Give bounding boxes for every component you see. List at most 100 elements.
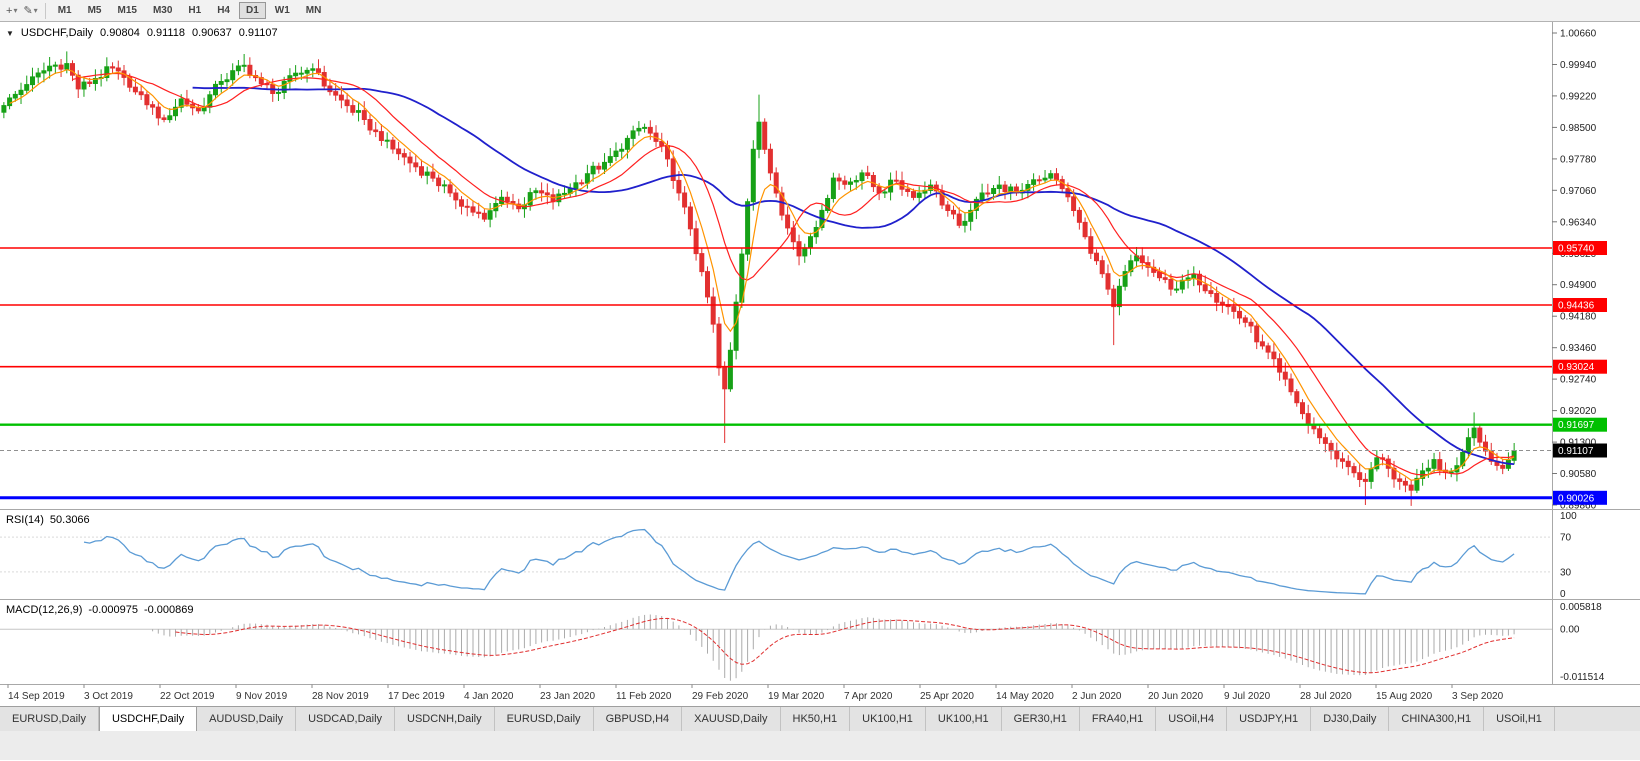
chart-tab-10-uk100[interactable]: UK100,H1 [925, 707, 1002, 731]
timeframe-m30-button[interactable]: M30 [146, 2, 179, 19]
date-axis: 14 Sep 2019 3 Oct 2019 22 Oct 2019 9 Nov 20… [7, 684, 1504, 702]
svg-text:0.94900: 0.94900 [1560, 280, 1597, 291]
rsi-indicator-label: RSI(14) 50.3066 [6, 514, 90, 526]
horizontal-lines-layer[interactable] [0, 247, 1552, 500]
chart-tab-1-usdchf[interactable]: USDCHF,Daily [98, 707, 198, 731]
svg-text:0.92020: 0.92020 [1560, 406, 1597, 417]
chart-tab-15-dj30[interactable]: DJ30,Daily [1311, 707, 1390, 731]
timeframe-m5-button[interactable]: M5 [81, 2, 109, 19]
draw-tool-icon[interactable]: ✎ ▾ [20, 4, 40, 17]
svg-text:30: 30 [1560, 567, 1572, 578]
chart-tab-13-usoil[interactable]: USOil,H4 [1156, 707, 1228, 731]
timeframe-d1-button[interactable]: D1 [239, 2, 266, 19]
svg-text:0.94436: 0.94436 [1558, 301, 1595, 312]
svg-text:14 Sep 2019: 14 Sep 2019 [8, 691, 65, 702]
price-label-0.91107 [1553, 443, 1607, 458]
macd-pane: 0.005818 0.00 -0.011514 [0, 602, 1605, 683]
svg-text:4 Jan 2020: 4 Jan 2020 [464, 691, 514, 702]
chart-tab-4-usdcnh[interactable]: USDCNH,Daily [395, 707, 495, 731]
svg-text:0.93460: 0.93460 [1560, 343, 1597, 354]
chart-tab-8-hk50[interactable]: HK50,H1 [780, 707, 851, 731]
chart-ohlc-info: ▼ USDCHF,Daily 0.90804 0.91118 0.90637 0… [6, 27, 278, 39]
price-label-0.93024 [1553, 359, 1607, 374]
chart-tab-14-usdjpy[interactable]: USDJPY,H1 [1227, 707, 1312, 731]
chart-tab-16-china300[interactable]: CHINA300,H1 [1389, 707, 1485, 731]
svg-text:0.95740: 0.95740 [1558, 244, 1595, 255]
svg-text:0.99220: 0.99220 [1560, 91, 1597, 102]
crosshair-tool-icon[interactable]: + ▾ [3, 5, 20, 17]
moving-averages-layer [9, 68, 1515, 481]
svg-text:0.98500: 0.98500 [1560, 123, 1597, 134]
svg-text:0.94180: 0.94180 [1560, 312, 1597, 323]
chevron-down-icon: ▾ [13, 6, 18, 15]
price-label-0.94436 [1553, 298, 1607, 312]
chart-tab-5-eurusd[interactable]: EURUSD,Daily [494, 707, 594, 731]
macd-indicator-label: MACD(12,26,9) -0.000975 -0.000869 [6, 604, 194, 616]
svg-text:23 Jan 2020: 23 Jan 2020 [540, 691, 595, 702]
chevron-down-icon: ▾ [33, 6, 38, 15]
status-area [0, 731, 1640, 760]
svg-text:25 Apr 2020: 25 Apr 2020 [920, 691, 974, 702]
chart-tab-2-audusd[interactable]: AUDUSD,Daily [197, 707, 297, 731]
ohlc-high: 0.91118 [146, 27, 185, 39]
chart-area[interactable]: 1.00660 0.99940 0.99220 0.98500 0.97780 0.970… [0, 22, 1640, 706]
rsi-pane: 100 70 30 0 [0, 511, 1577, 600]
svg-text:17 Dec 2019: 17 Dec 2019 [388, 691, 445, 702]
svg-text:-0.011514: -0.011514 [1560, 672, 1605, 683]
svg-text:0.91107: 0.91107 [1558, 446, 1594, 457]
chart-tab-3-usdcad[interactable]: USDCAD,Daily [296, 707, 396, 731]
rsi-value: 50.3066 [49, 514, 90, 526]
ohlc-close: 0.91107 [238, 27, 278, 39]
timeframe-h1-button[interactable]: H1 [181, 2, 208, 19]
chart-tab-6-gbpusd[interactable]: GBPUSD,H4 [593, 707, 683, 731]
svg-text:22 Oct 2019: 22 Oct 2019 [160, 691, 215, 702]
candles-layer [1, 51, 1517, 506]
timeframe-m1-button[interactable]: M1 [51, 2, 79, 19]
svg-text:0.90026: 0.90026 [1558, 493, 1595, 504]
svg-text:0: 0 [1560, 589, 1566, 600]
price-axis: 1.00660 0.99940 0.99220 0.98500 0.97780 0.970… [1552, 29, 1607, 512]
ohlc-low: 0.90637 [191, 27, 232, 39]
svg-text:28 Jul 2020: 28 Jul 2020 [1300, 691, 1352, 702]
svg-text:7 Apr 2020: 7 Apr 2020 [844, 691, 893, 702]
chart-tab-9-uk100[interactable]: UK100,H1 [850, 707, 926, 731]
svg-text:0.90580: 0.90580 [1560, 469, 1597, 480]
svg-text:0.91300: 0.91300 [1560, 438, 1597, 449]
svg-text:0.00: 0.00 [1560, 625, 1580, 636]
price-label-0.95740 [1553, 241, 1607, 255]
price-label-0.91697 [1553, 417, 1607, 432]
svg-text:15 Aug 2020: 15 Aug 2020 [1376, 691, 1433, 702]
chart-tab-12-fra40[interactable]: FRA40,H1 [1079, 707, 1157, 731]
svg-text:20 Jun 2020: 20 Jun 2020 [1148, 691, 1203, 702]
price-label-0.90026 [1553, 490, 1607, 505]
timeframe-mn-button[interactable]: MN [299, 2, 329, 19]
timeframe-w1-button[interactable]: W1 [268, 2, 297, 19]
svg-text:29 Feb 2020: 29 Feb 2020 [692, 691, 749, 702]
top-toolbar: + ▾ ✎ ▾ M1 M5 M15 M30 H1 H4 D1 W1 MN [0, 0, 1640, 22]
svg-text:0.97060: 0.97060 [1560, 186, 1597, 197]
svg-text:9 Nov 2019: 9 Nov 2019 [236, 691, 288, 702]
chart-tab-11-ger30[interactable]: GER30,H1 [1001, 707, 1080, 731]
svg-text:11 Feb 2020: 11 Feb 2020 [616, 691, 672, 702]
timeframe-m15-button[interactable]: M15 [111, 2, 144, 19]
pencil-glyph: ✎ [23, 5, 33, 17]
main-chart-svg[interactable]: 1.00660 0.99940 0.99220 0.98500 0.97780 0.970… [0, 22, 1640, 706]
chart-tabs-bar: EURUSD,Daily USDCHF,Daily AUDUSD,Daily USDC… [0, 706, 1640, 731]
svg-text:0.93024: 0.93024 [1558, 362, 1595, 373]
one-click-collapse-icon[interactable]: ▼ [6, 28, 14, 38]
chart-tab-7-xauusd[interactable]: XAUUSD,Daily [682, 707, 781, 731]
svg-text:0.99940: 0.99940 [1560, 60, 1597, 71]
rsi-name: RSI(14) [6, 514, 44, 526]
timeframe-h4-button[interactable]: H4 [210, 2, 237, 19]
macd-value2: -0.000869 [143, 604, 194, 616]
ohlc-open: 0.90804 [100, 27, 140, 39]
svg-text:0.89860: 0.89860 [1560, 501, 1597, 512]
svg-text:2 Jun 2020: 2 Jun 2020 [1072, 691, 1122, 702]
chart-tab-17-usoil[interactable]: USOil,H1 [1484, 707, 1555, 731]
svg-text:0.97780: 0.97780 [1560, 154, 1597, 165]
chart-tab-0-eurusd[interactable]: EURUSD,Daily [0, 707, 99, 731]
svg-text:70: 70 [1560, 533, 1572, 544]
svg-text:0.96340: 0.96340 [1560, 217, 1597, 228]
svg-text:1.00660: 1.00660 [1560, 29, 1597, 40]
